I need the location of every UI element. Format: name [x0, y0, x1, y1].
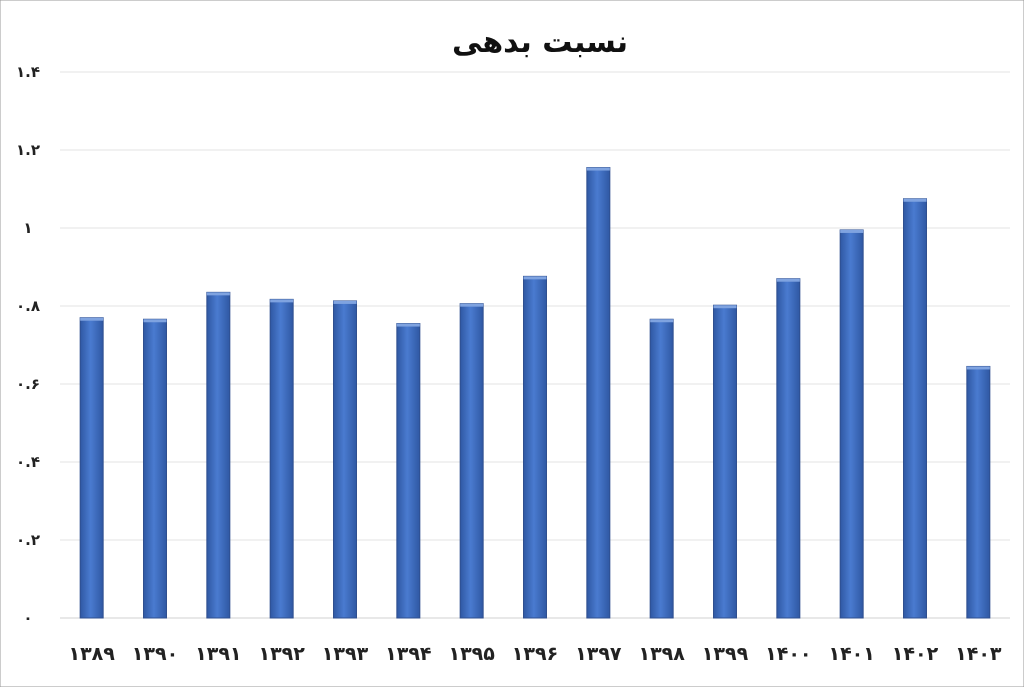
bar — [839, 229, 864, 619]
bar — [649, 318, 674, 619]
x-tick-label: ۱۴۰۰ — [765, 643, 811, 665]
x-tick-label: ۱۳۹۰ — [132, 643, 178, 665]
y-tick-label: ۰.۴ — [16, 453, 40, 471]
bar-top-highlight — [713, 305, 737, 309]
x-tick-label: ۱۳۹۴ — [385, 643, 431, 665]
x-tick-label: ۱۳۹۸ — [638, 643, 685, 665]
bar-top-highlight — [650, 319, 674, 323]
bar-top-highlight — [903, 198, 927, 202]
bar-top-highlight — [143, 319, 167, 323]
bar-top-highlight — [966, 366, 990, 370]
x-tick-label: ۱۴۰۱ — [828, 643, 874, 665]
y-tick-label: ۱ — [23, 219, 32, 237]
y-tick-label: ۰.۸ — [16, 297, 40, 315]
bar — [459, 303, 484, 619]
y-axis-ticks: ۰ ۰.۲ ۰.۴ ۰.۶ ۰.۸ ۱ ۱.۲ ۱.۴ — [16, 63, 40, 627]
bar — [903, 198, 927, 619]
bar — [206, 291, 231, 619]
y-tick-label: ۰ — [23, 609, 32, 627]
bar-top-highlight — [776, 278, 800, 282]
x-tick-label: ۱۳۹۱ — [195, 643, 241, 665]
x-tick-label: ۱۳۹۷ — [575, 643, 622, 665]
bar — [966, 365, 991, 619]
y-tick-label: ۰.۶ — [16, 375, 40, 393]
bar-top-highlight — [586, 167, 610, 171]
bar-top-highlight — [333, 300, 357, 304]
bar-top-highlight — [206, 292, 230, 296]
bar — [586, 167, 611, 619]
bar — [713, 304, 737, 619]
x-tick-label: ۱۳۹۹ — [702, 643, 749, 665]
x-tick-label: ۱۳۹۶ — [512, 643, 558, 665]
bar — [523, 275, 547, 619]
bar — [269, 298, 294, 619]
chart-title: نسبت بدهی — [452, 25, 628, 60]
x-tick-label: ۱۳۹۳ — [322, 643, 369, 665]
x-tick-label: ۱۳۹۲ — [258, 643, 305, 665]
bar-top-highlight — [270, 299, 294, 303]
bar — [396, 323, 421, 619]
bar — [143, 318, 167, 619]
x-tick-label: ۱۴۰۳ — [955, 643, 1002, 665]
bars — [79, 167, 991, 619]
y-tick-label: ۰.۲ — [16, 531, 40, 549]
bar-top-highlight — [523, 276, 547, 280]
bar — [333, 300, 357, 619]
bar — [79, 317, 104, 619]
bar-top-highlight — [840, 229, 864, 233]
bar-top-highlight — [80, 317, 104, 321]
bar-top-highlight — [396, 323, 420, 327]
x-axis-ticks: ۱۳۸۹ ۱۳۹۰ ۱۳۹۱ ۱۳۹۲ ۱۳۹۳ ۱۳۹۴ ۱۳۹۵ ۱۳۹۶ ۱۳۹۷ ۱۳۹۸… — [68, 643, 1001, 665]
y-tick-label: ۱.۴ — [16, 63, 40, 81]
bar — [776, 278, 801, 619]
bar-top-highlight — [460, 303, 484, 307]
x-tick-label: ۱۳۹۵ — [448, 643, 495, 665]
x-tick-label: ۱۴۰۲ — [892, 643, 939, 665]
x-tick-label: ۱۳۸۹ — [68, 643, 115, 665]
y-tick-label: ۱.۲ — [16, 141, 40, 159]
